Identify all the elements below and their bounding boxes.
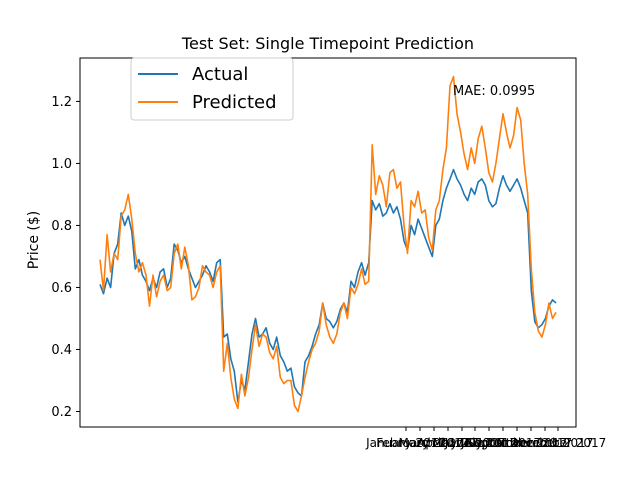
- y-axis-label: Price ($): [26, 211, 42, 269]
- legend-label-predicted: Predicted: [192, 92, 277, 113]
- legend: Actual Predicted: [130, 57, 294, 121]
- series-line-actual: [99, 168, 557, 404]
- y-tick-label: 0.2: [51, 405, 72, 420]
- y-tick-label: 0.6: [51, 281, 72, 296]
- y-tick-label: 0.4: [51, 343, 72, 358]
- chart-title: Test Set: Single Timepoint Prediction: [181, 34, 474, 53]
- x-tick-label: March 2017: [399, 436, 470, 450]
- x-tick-label: October 2017: [490, 436, 572, 450]
- x-tick-label: December 2017: [510, 436, 607, 450]
- y-axis: 0.2 0.4 0.6 0.8 1.0 1.2: [51, 95, 80, 420]
- series-line-predicted: [99, 75, 557, 413]
- x-tick-label: June 2017: [444, 436, 506, 450]
- x-tick-label: January 2017: [365, 436, 446, 450]
- x-tick-label: August 2017: [465, 436, 541, 450]
- x-tick-label: February 2017: [376, 436, 464, 450]
- y-tick-label: 1.0: [51, 157, 72, 172]
- x-tick-label: November 2017: [497, 436, 594, 450]
- x-tick-label: September 2017: [467, 436, 568, 450]
- y-tick-label: 1.2: [51, 95, 72, 110]
- x-tick-label: May 2017: [432, 436, 491, 450]
- series-layer: [99, 75, 557, 413]
- mae-annotation: MAE: 0.0995: [453, 84, 535, 99]
- plot-area-frame: [79, 57, 577, 428]
- y-tick-label: 0.8: [51, 219, 72, 234]
- x-tick-label: July 2017: [460, 436, 517, 450]
- x-tick-label: April 2017: [417, 436, 479, 450]
- legend-label-actual: Actual: [192, 64, 248, 85]
